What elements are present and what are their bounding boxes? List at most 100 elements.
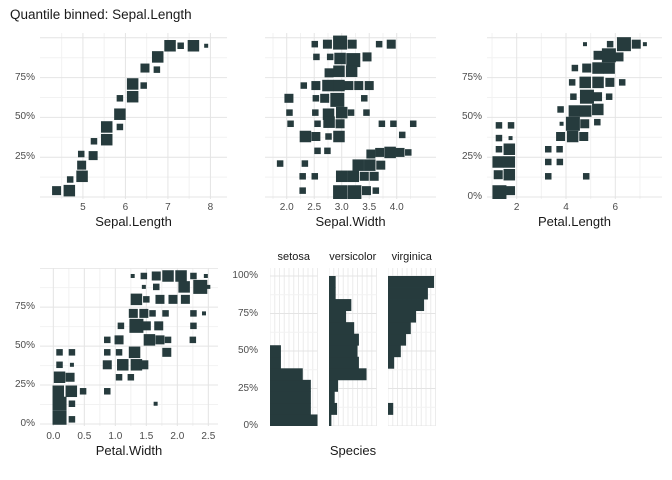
- count-square: [409, 120, 417, 128]
- y-tick-label: 25%: [461, 151, 482, 163]
- species-bar: [329, 345, 358, 358]
- count-square: [506, 186, 516, 196]
- count-square: [493, 170, 503, 180]
- count-square: [299, 187, 306, 194]
- y-tick-label: 0%: [467, 191, 482, 202]
- count-square: [642, 42, 647, 47]
- x-tick-label: 2.5: [201, 431, 216, 442]
- count-square: [386, 39, 396, 49]
- x-tick-label: 5: [80, 202, 86, 213]
- count-square: [139, 360, 149, 370]
- count-square: [545, 145, 552, 153]
- facet-strip-label-versicolor: versicolor: [329, 251, 377, 263]
- count-square: [322, 108, 335, 120]
- species-bar: [388, 345, 401, 358]
- count-square: [312, 95, 320, 102]
- count-square: [335, 106, 348, 119]
- count-square: [606, 40, 614, 48]
- species-bar: [329, 402, 338, 415]
- count-square: [616, 37, 631, 52]
- count-square: [579, 105, 592, 117]
- count-square: [579, 89, 594, 104]
- count-square: [143, 334, 156, 346]
- x-tick-label: 0.5: [77, 431, 92, 442]
- count-square: [117, 322, 125, 330]
- species-bar: [329, 379, 339, 392]
- x-tick-label: 4: [563, 202, 569, 213]
- count-square: [178, 281, 190, 293]
- count-square: [375, 40, 383, 48]
- count-square: [140, 272, 148, 280]
- count-square: [140, 63, 150, 73]
- count-square: [66, 176, 74, 183]
- count-square: [287, 120, 294, 128]
- count-square: [361, 95, 368, 102]
- count-square: [352, 159, 364, 171]
- count-square: [614, 52, 624, 62]
- species-bar: [270, 356, 281, 369]
- count-square: [130, 293, 143, 306]
- count-square: [187, 40, 200, 52]
- count-square: [333, 65, 345, 77]
- count-square: [320, 93, 330, 103]
- panel-petal-width: [40, 268, 218, 426]
- count-square: [556, 145, 563, 153]
- count-square: [204, 43, 209, 48]
- count-square: [114, 335, 124, 345]
- species-bar: [329, 310, 347, 323]
- count-square: [366, 149, 376, 159]
- count-square: [311, 40, 319, 48]
- y-tick-label: 25%: [14, 151, 35, 163]
- count-square: [347, 185, 362, 199]
- count-square: [545, 158, 552, 166]
- count-square: [592, 76, 604, 89]
- count-square: [286, 109, 293, 116]
- count-square: [346, 53, 361, 68]
- species-bar: [329, 356, 359, 369]
- x-tick-label: 2.0: [279, 202, 294, 213]
- count-square: [190, 322, 197, 330]
- count-square: [347, 170, 360, 183]
- x-tick-label: 8: [207, 202, 214, 213]
- count-square: [129, 318, 144, 333]
- count-square: [592, 103, 604, 116]
- count-square: [508, 136, 513, 141]
- count-square: [115, 374, 123, 381]
- count-square: [605, 77, 615, 87]
- species-bar: [270, 345, 281, 358]
- count-square: [65, 385, 78, 398]
- x-tick-label: 3.5: [362, 202, 377, 213]
- count-square: [77, 150, 85, 158]
- axis-title-species: Species: [329, 443, 377, 458]
- x-tick-label: 2.5: [307, 202, 322, 213]
- y-tick-label: 25%: [14, 379, 35, 391]
- count-square: [162, 270, 174, 282]
- count-square: [545, 173, 552, 180]
- y-tick-label: 100%: [232, 270, 258, 281]
- count-square: [326, 53, 334, 61]
- count-square: [344, 81, 354, 91]
- count-square: [631, 39, 641, 49]
- count-square: [149, 310, 156, 317]
- count-square: [299, 130, 312, 143]
- count-square: [503, 143, 516, 155]
- count-square: [76, 170, 88, 183]
- count-square: [579, 132, 589, 142]
- count-square: [375, 147, 385, 157]
- count-square: [571, 64, 579, 72]
- count-square: [201, 311, 206, 316]
- count-square: [90, 138, 98, 145]
- count-square: [126, 78, 139, 90]
- count-square: [333, 185, 348, 199]
- count-square: [77, 160, 87, 170]
- species-bar: [329, 391, 335, 404]
- count-square: [53, 371, 66, 384]
- count-square: [594, 118, 601, 126]
- species-bar: [388, 333, 407, 346]
- facet-panel-setosa: [270, 268, 318, 426]
- y-tick-label: 50%: [461, 111, 482, 123]
- count-square: [68, 400, 76, 407]
- count-square: [299, 173, 306, 180]
- count-square: [116, 95, 124, 102]
- panel-sepal-width: [265, 33, 436, 199]
